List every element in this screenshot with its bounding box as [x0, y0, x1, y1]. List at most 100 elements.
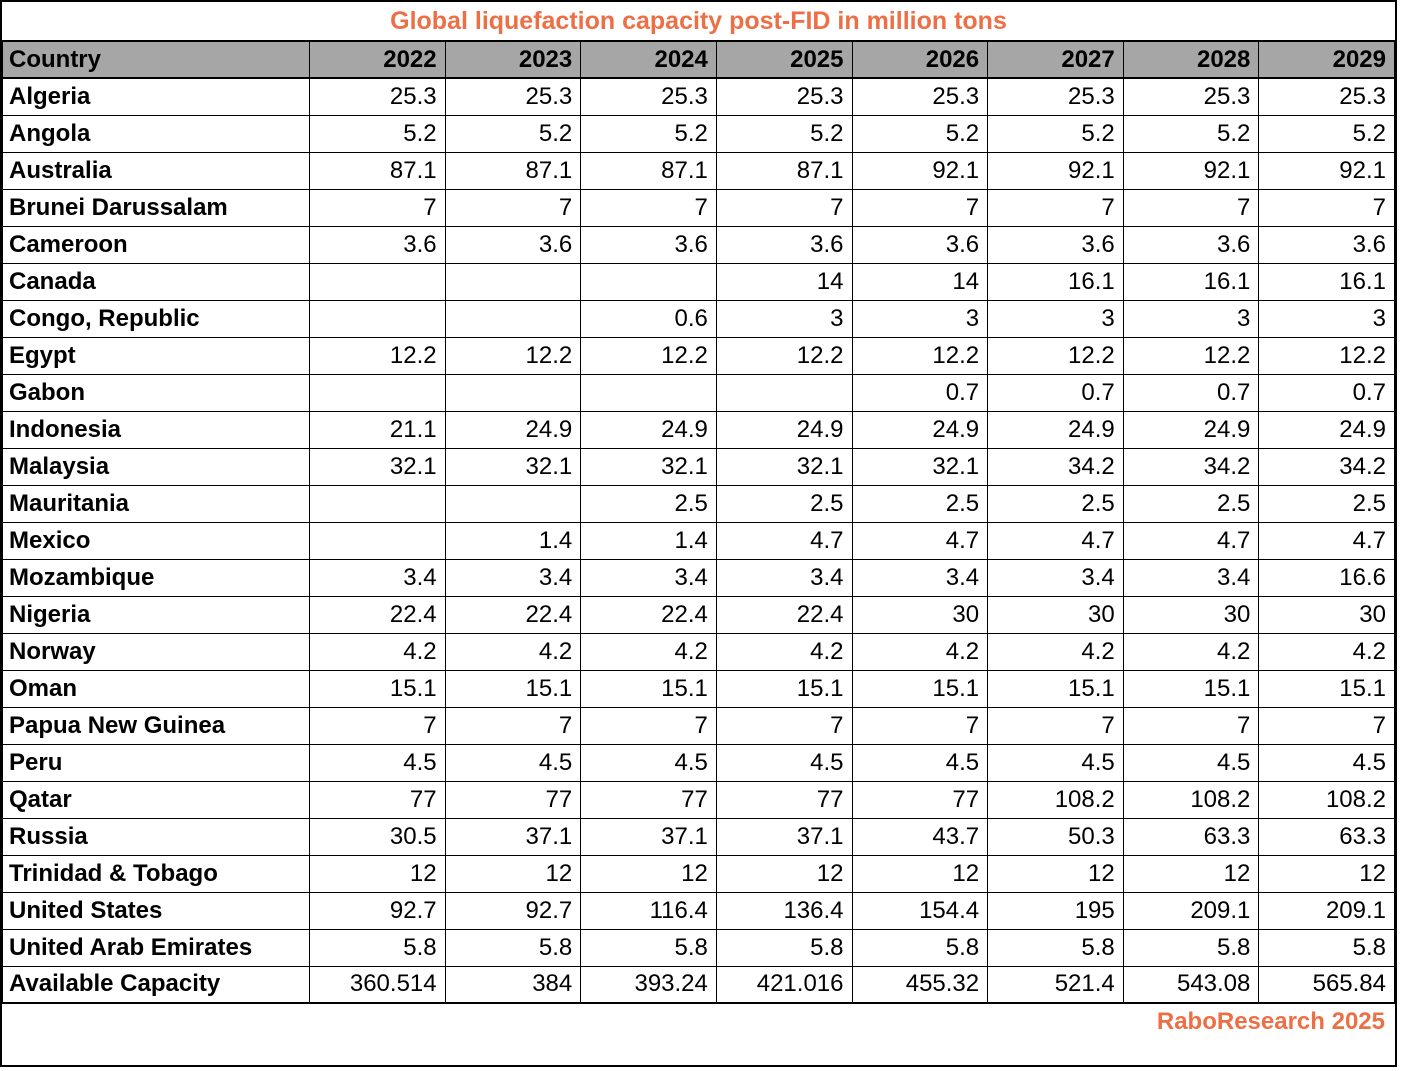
value-cell: 22.4 — [309, 595, 446, 634]
value-cell: 5.2 — [851, 114, 989, 153]
value-cell: 5.2 — [715, 114, 853, 153]
value-cell: 3.4 — [309, 558, 446, 597]
value-cell: 4.7 — [987, 521, 1124, 560]
value-cell: 3.6 — [851, 225, 989, 264]
value-cell: 4.5 — [580, 743, 717, 782]
value-cell: 5.2 — [309, 114, 446, 153]
value-cell: 7 — [309, 706, 446, 745]
value-cell: 12.2 — [1122, 336, 1260, 375]
value-cell: 30 — [1122, 595, 1260, 634]
table-row: Papua New Guinea 7 7 7 7 7 7 7 7 — [2, 706, 1395, 745]
capacity-table-head: Country 2022 2023 2024 2025 2026 2027 2028 2029 — [2, 40, 1395, 79]
value-cell: 21.1 — [309, 410, 446, 449]
value-cell: 15.1 — [715, 669, 853, 708]
value-cell: 455.32 — [851, 965, 989, 1004]
value-cell: 3.4 — [987, 558, 1124, 597]
value-cell: 5.2 — [444, 114, 582, 153]
value-cell: 25.3 — [1258, 77, 1395, 116]
value-cell: 5.8 — [987, 928, 1124, 967]
country-cell: Available Capacity — [2, 965, 310, 1004]
table-row: Peru 4.5 4.5 4.5 4.5 4.5 4.5 4.5 4.5 — [2, 743, 1395, 782]
value-cell: 7 — [1122, 188, 1260, 227]
column-header-year-2024: 2024 — [580, 40, 717, 79]
value-cell: 34.2 — [1258, 447, 1395, 486]
value-cell: 2.5 — [1258, 484, 1395, 523]
column-header-year-2022: 2022 — [309, 40, 446, 79]
value-cell: 4.5 — [444, 743, 582, 782]
country-cell: Angola — [2, 114, 310, 153]
value-cell — [309, 262, 446, 301]
value-cell: 12 — [851, 854, 989, 893]
table-row: Indonesia 21.1 24.9 24.9 24.9 24.9 24.9 24.9 24.… — [2, 410, 1395, 449]
value-cell: 34.2 — [1122, 447, 1260, 486]
value-cell: 12.2 — [309, 336, 446, 375]
value-cell: 12.2 — [580, 336, 717, 375]
table-row: Russia 30.5 37.1 37.1 37.1 43.7 50.3 63.3 63.3 — [2, 817, 1395, 856]
footer-row: RaboResearch 2025 — [2, 1004, 1395, 1040]
table-row: Mexico 1.4 1.4 4.7 4.7 4.7 4.7 4.7 — [2, 521, 1395, 560]
value-cell: 32.1 — [309, 447, 446, 486]
value-cell: 25.3 — [987, 77, 1124, 116]
value-cell: 25.3 — [851, 77, 989, 116]
value-cell: 16.6 — [1258, 558, 1395, 597]
value-cell: 5.8 — [444, 928, 582, 967]
country-cell: Algeria — [2, 77, 310, 116]
value-cell: 4.2 — [715, 632, 853, 671]
value-cell: 12.2 — [851, 336, 989, 375]
country-cell: Qatar — [2, 780, 310, 819]
value-cell: 3.4 — [580, 558, 717, 597]
value-cell: 14 — [851, 262, 989, 301]
value-cell: 7 — [1258, 706, 1395, 745]
value-cell: 209.1 — [1122, 891, 1260, 930]
value-cell: 393.24 — [580, 965, 717, 1004]
value-cell: 4.7 — [715, 521, 853, 560]
value-cell: 22.4 — [444, 595, 582, 634]
value-cell: 24.9 — [444, 410, 582, 449]
country-cell: Russia — [2, 817, 310, 856]
country-cell: Canada — [2, 262, 310, 301]
country-cell: Oman — [2, 669, 310, 708]
value-cell: 22.4 — [715, 595, 853, 634]
value-cell: 5.2 — [1258, 114, 1395, 153]
country-cell: Indonesia — [2, 410, 310, 449]
value-cell: 195 — [987, 891, 1124, 930]
value-cell: 3.6 — [1258, 225, 1395, 264]
value-cell: 12 — [580, 854, 717, 893]
value-cell: 12.2 — [1258, 336, 1395, 375]
value-cell: 5.8 — [1258, 928, 1395, 967]
value-cell: 7 — [580, 188, 717, 227]
value-cell: 116.4 — [580, 891, 717, 930]
value-cell: 3 — [1122, 299, 1260, 338]
header-row: Country 2022 2023 2024 2025 2026 2027 2028 2029 — [2, 40, 1395, 79]
value-cell — [309, 299, 446, 338]
table-row: Brunei Darussalam 7 7 7 7 7 7 7 7 — [2, 188, 1395, 227]
value-cell: 30.5 — [309, 817, 446, 856]
table-row: Available Capacity 360.514 384 393.24 421.01… — [2, 965, 1395, 1004]
capacity-table: Country 2022 2023 2024 2025 2026 2027 2028 2029 … — [2, 40, 1395, 1004]
value-cell: 15.1 — [987, 669, 1124, 708]
value-cell — [309, 521, 446, 560]
value-cell: 22.4 — [580, 595, 717, 634]
value-cell: 24.9 — [580, 410, 717, 449]
value-cell: 87.1 — [444, 151, 582, 190]
value-cell: 12 — [444, 854, 582, 893]
table-row: Australia 87.1 87.1 87.1 87.1 92.1 92.1 92.1 92.… — [2, 151, 1395, 190]
column-header-country: Country — [2, 40, 310, 79]
column-header-year-2028: 2028 — [1122, 40, 1260, 79]
country-cell: Congo, Republic — [2, 299, 310, 338]
value-cell: 30 — [1258, 595, 1395, 634]
value-cell: 1.4 — [444, 521, 582, 560]
value-cell: 4.5 — [309, 743, 446, 782]
value-cell: 3.6 — [309, 225, 446, 264]
value-cell: 7 — [1122, 706, 1260, 745]
value-cell: 92.1 — [851, 151, 989, 190]
country-cell: Malaysia — [2, 447, 310, 486]
value-cell: 87.1 — [309, 151, 446, 190]
value-cell: 24.9 — [851, 410, 989, 449]
value-cell: 43.7 — [851, 817, 989, 856]
value-cell: 12.2 — [987, 336, 1124, 375]
value-cell: 3.4 — [444, 558, 582, 597]
table-row: Egypt 12.2 12.2 12.2 12.2 12.2 12.2 12.2 12.2 — [2, 336, 1395, 375]
value-cell: 1.4 — [580, 521, 717, 560]
value-cell: 0.7 — [1122, 373, 1260, 412]
